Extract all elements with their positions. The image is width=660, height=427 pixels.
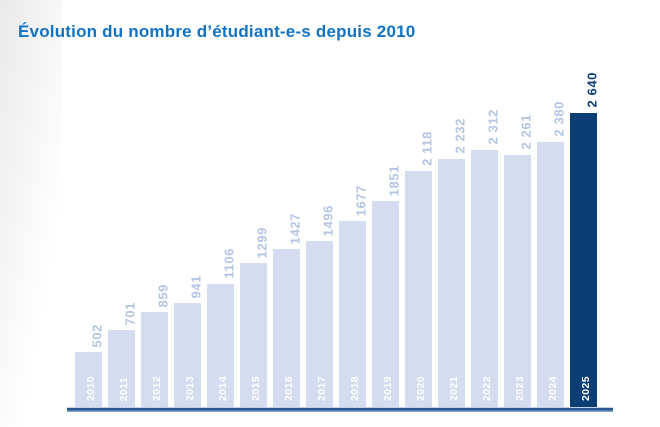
bar-value-label: 2 640 — [584, 72, 599, 108]
bar-2014: 1106 2014 — [207, 248, 236, 408]
bar-2015: 1299 2015 — [240, 227, 269, 408]
bar-2019: 1851 2019 — [372, 165, 401, 408]
bar-2017: 1496 2017 — [306, 205, 335, 408]
x-axis-baseline — [67, 407, 613, 412]
bar-year-label: 2021 — [447, 376, 460, 401]
bar-year-label: 2014 — [216, 376, 229, 401]
bar-year-label: 2023 — [513, 376, 526, 401]
bar-value-label: 1496 — [320, 204, 335, 236]
bar-year-label: 2011 — [117, 376, 130, 401]
bar-2016: 1427 2016 — [273, 213, 302, 408]
bar-value-label: 2 261 — [518, 114, 533, 150]
bar-value-label: 1427 — [287, 212, 302, 244]
bar-year-label: 2020 — [414, 376, 427, 401]
bar-year-label: 2025 — [579, 376, 592, 401]
bar-year-label: 2019 — [381, 376, 394, 401]
bar-2023: 2 261 2023 — [504, 114, 533, 408]
bar-year-label: 2018 — [348, 376, 361, 401]
bar-year-label: 2016 — [282, 376, 295, 401]
bar-2013: 941 2013 — [174, 275, 203, 408]
bar-value-label: 941 — [188, 274, 203, 299]
bar-2012: 859 2012 — [141, 284, 170, 408]
bar-value-label: 701 — [122, 301, 137, 326]
bar-2024: 2 380 2024 — [537, 101, 566, 408]
bar-2011: 701 2011 — [108, 302, 137, 408]
bar-2025: 2 640 2025 — [570, 72, 599, 408]
bar-year-label: 2013 — [183, 376, 196, 401]
bar-2022: 2 312 2022 — [471, 109, 500, 408]
bar-value-label: 2 118 — [419, 131, 434, 166]
bar-value-label: 502 — [89, 323, 104, 348]
bar-value-label: 1106 — [221, 248, 236, 279]
bar-year-label: 2015 — [249, 376, 262, 401]
bars-container: 502 2010 701 2011 859 2012 941 2013 1106 2014 1299… — [75, 72, 599, 408]
bar-value-label: 2 312 — [485, 109, 500, 145]
bar-2021: 2 232 2021 — [438, 118, 467, 408]
bar-value-label: 2 232 — [452, 118, 467, 154]
bar-value-label: 2 380 — [551, 101, 566, 137]
bar-value-label: 1677 — [353, 184, 368, 216]
bar-year-label: 2010 — [84, 376, 97, 401]
bar-year-label: 2017 — [315, 376, 328, 401]
bar-2020: 2 118 2020 — [405, 131, 434, 408]
bar-year-label: 2012 — [150, 376, 163, 401]
bar-year-label: 2024 — [546, 376, 559, 401]
bar-value-label: 1299 — [254, 226, 269, 258]
bar-value-label: 1851 — [386, 164, 401, 196]
bar-2018: 1677 2018 — [339, 185, 368, 408]
bar-2010: 502 2010 — [75, 324, 104, 408]
bar-value-label: 859 — [155, 283, 170, 308]
bar-year-label: 2022 — [480, 376, 493, 401]
chart-title: Évolution du nombre d’étudiant-e-s depui… — [18, 22, 416, 41]
